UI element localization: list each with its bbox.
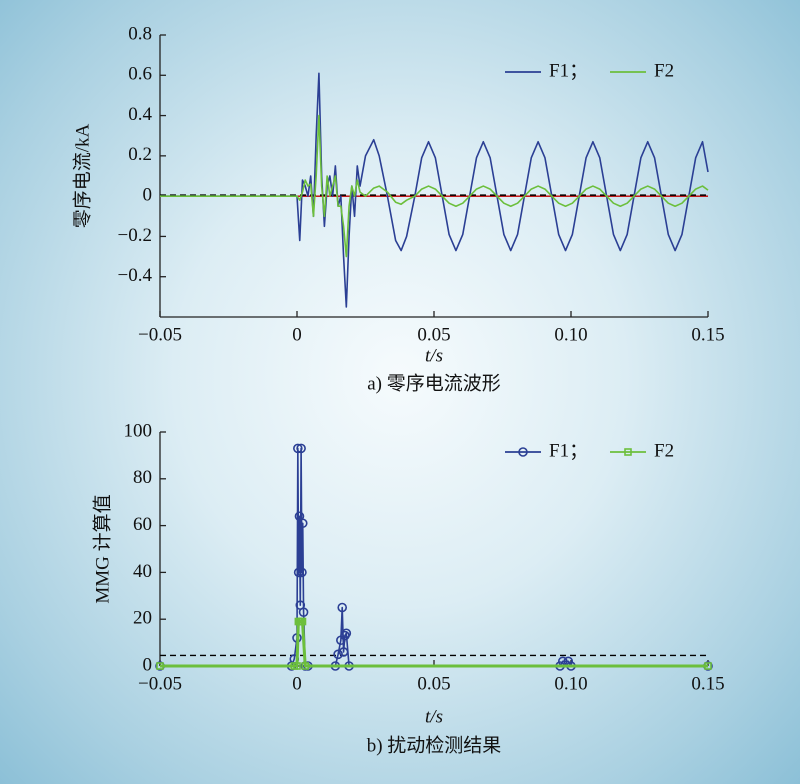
y-tick-label: 0.8	[128, 23, 152, 44]
marker	[301, 662, 310, 670]
y-tick-label: 40	[133, 561, 152, 582]
y-tick-label: 0.2	[128, 144, 152, 165]
x-axis-label: t/s	[425, 706, 443, 727]
x-tick-label: −0.05	[138, 673, 182, 694]
series-line	[160, 620, 708, 668]
y-tick-label: 0.6	[128, 64, 152, 85]
x-axis-label: t/s	[425, 345, 443, 366]
y-axis-label: MMG 计算值	[91, 494, 113, 603]
x-tick-label: 0	[292, 673, 302, 694]
marker	[297, 567, 307, 578]
marker	[156, 662, 164, 670]
y-tick-label: 20	[133, 608, 152, 629]
y-tick-label: 0	[143, 654, 153, 675]
y-tick-label: 0	[143, 185, 153, 206]
marker	[341, 628, 352, 639]
y-tick-label: 0.4	[128, 104, 152, 125]
legend-marker	[518, 447, 528, 457]
x-tick-label: 0.05	[417, 673, 450, 694]
legend-label: F2	[654, 60, 674, 81]
legend-marker	[624, 448, 632, 456]
marker	[293, 443, 303, 454]
x-tick-label: 0.05	[417, 324, 450, 345]
legend-label: F1；	[549, 440, 588, 461]
x-tick-label: 0.10	[554, 324, 587, 345]
caption: a) 零序电流波形	[367, 372, 501, 394]
y-tick-label: −0.4	[118, 265, 153, 286]
marker	[293, 567, 304, 578]
x-tick-label: 0.15	[691, 324, 724, 345]
x-tick-label: 0.15	[691, 673, 724, 694]
series-line	[160, 447, 708, 667]
marker	[338, 647, 349, 657]
y-axis-label: 零序电流/kA	[71, 123, 93, 228]
marker	[298, 617, 307, 626]
y-tick-label: 60	[133, 514, 152, 535]
series-line	[160, 72, 709, 308]
x-tick-label: −0.05	[138, 324, 182, 345]
marker	[297, 518, 308, 529]
caption: b) 扰动检测结果	[367, 734, 502, 756]
marker	[298, 607, 309, 617]
series-line	[160, 114, 709, 258]
legend-label: F2	[654, 440, 674, 461]
x-tick-label: 0	[292, 324, 302, 345]
marker	[337, 602, 348, 613]
legend-label: F1；	[549, 60, 588, 81]
marker	[293, 662, 301, 670]
marker	[333, 649, 343, 660]
y-tick-label: 100	[124, 420, 153, 441]
y-tick-label: 80	[133, 467, 152, 488]
marker	[704, 662, 712, 670]
y-tick-label: −0.2	[118, 225, 152, 246]
x-tick-label: 0.10	[554, 673, 587, 694]
marker	[296, 443, 306, 454]
